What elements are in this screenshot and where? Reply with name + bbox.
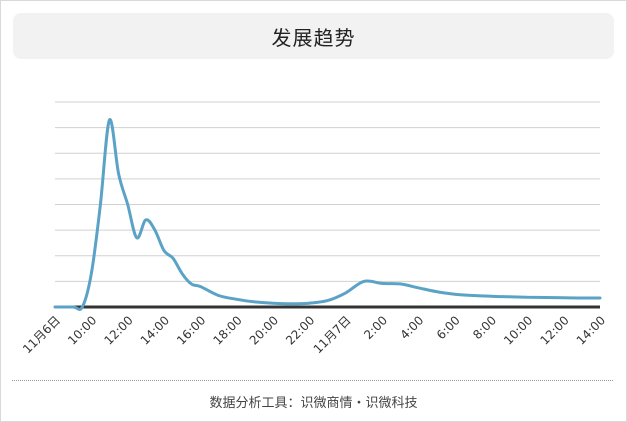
footer-divider — [12, 380, 613, 381]
x-tick-label: 11月7日 — [311, 313, 354, 356]
x-tick-label: 12:00 — [101, 313, 135, 347]
x-tick-label: 10:00 — [501, 313, 535, 347]
x-tick-label: 6:00 — [434, 313, 463, 342]
footer-credit: 数据分析工具：识微商情・识微科技 — [209, 396, 418, 411]
series-line — [53, 118, 602, 311]
x-tick-label: 10:00 — [65, 313, 99, 347]
x-tick-label: 12:00 — [537, 313, 571, 347]
x-tick-label: 8:00 — [470, 313, 499, 342]
x-tick-label: 2:00 — [361, 313, 390, 342]
x-tick-label: 4:00 — [397, 313, 426, 342]
x-tick-label: 18:00 — [210, 313, 244, 347]
x-tick-label: 11月6日 — [20, 313, 63, 356]
x-tick-label: 14:00 — [574, 313, 608, 347]
chart-title-bar: 发展趋势 — [13, 13, 614, 59]
x-tick-label: 20:00 — [247, 313, 281, 347]
x-tick-label: 14:00 — [138, 313, 172, 347]
x-tick-label: 22:00 — [283, 313, 317, 347]
x-tick-label: 16:00 — [174, 313, 208, 347]
chart-title: 发展趋势 — [271, 25, 356, 50]
